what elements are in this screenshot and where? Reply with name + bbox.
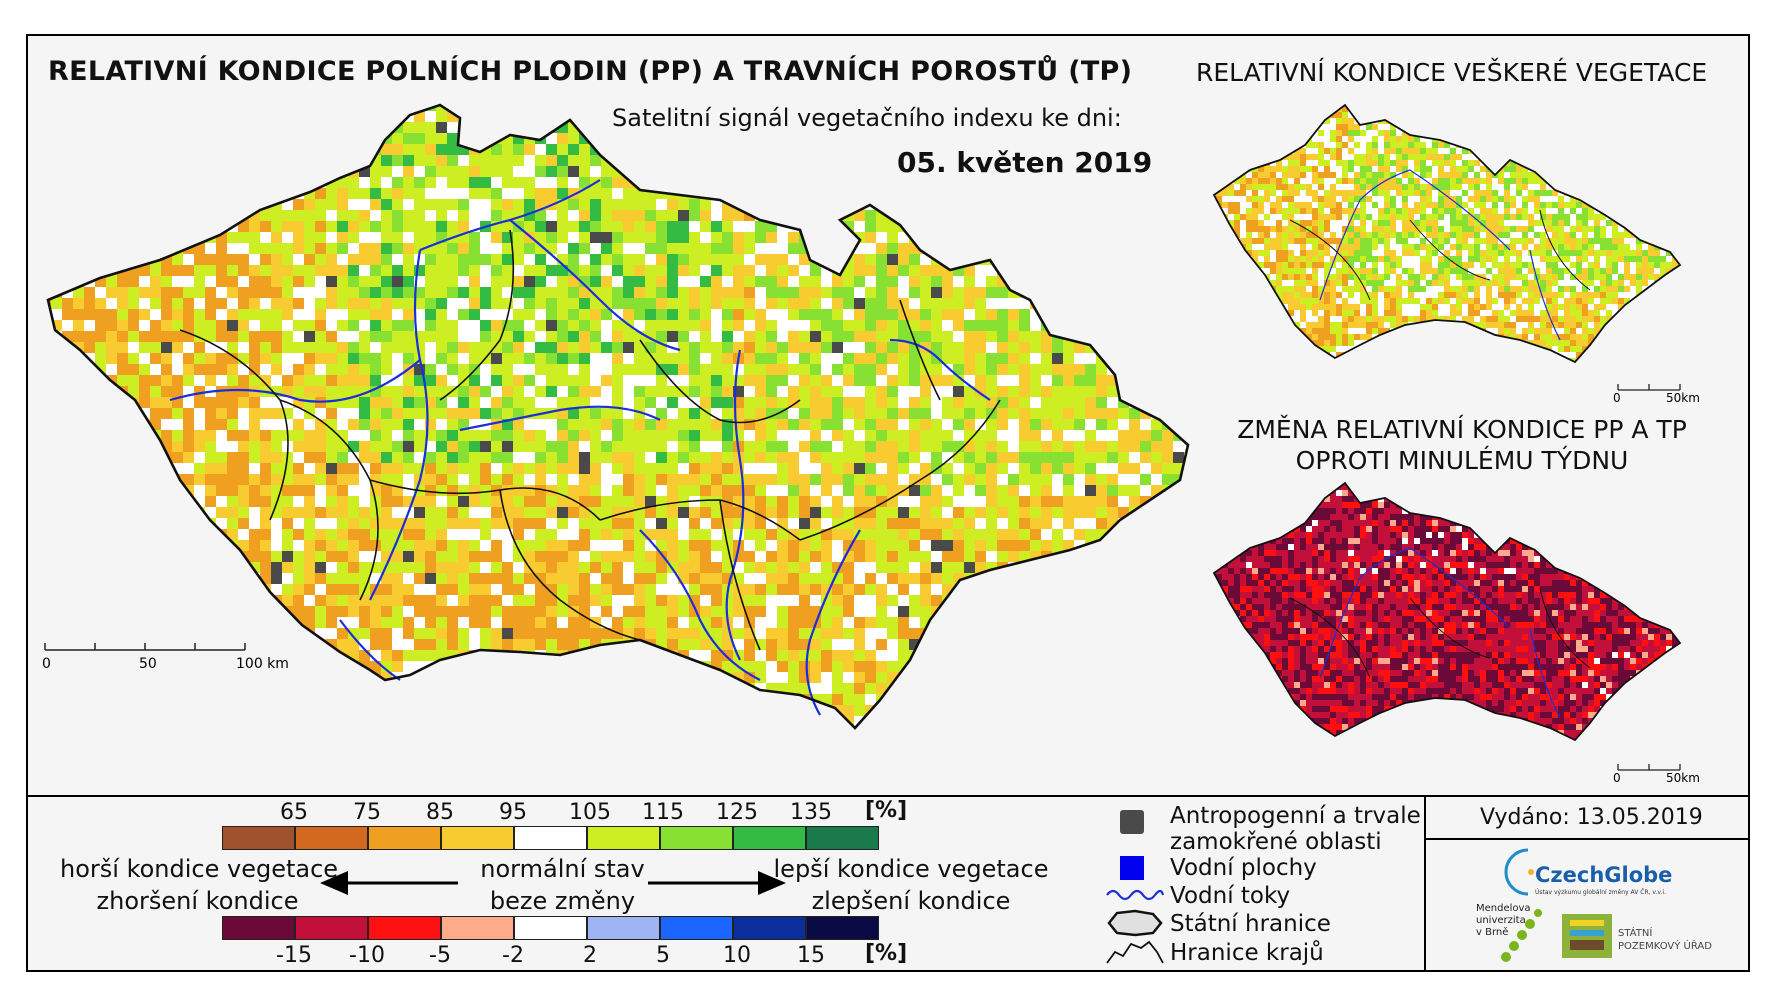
anthropogenic-label: Antropogenní a trvale zamokřené oblasti (1170, 803, 1421, 855)
region-border-label: Hranice krajů (1170, 940, 1324, 966)
change-tick: -15 (276, 943, 312, 968)
scale-label-0: 0 (42, 656, 51, 672)
condition-swatch (441, 826, 514, 850)
region-borders (179, 229, 1001, 651)
condition-swatch (295, 826, 368, 850)
main-title: RELATIVNÍ KONDICE POLNÍCH PLODIN (PP) A … (48, 56, 1133, 87)
better-description: lepší kondice vegetace zlepšení kondice (773, 855, 1049, 915)
change-tick: 15 (797, 943, 825, 968)
issued-date: Vydáno: 13.05.2019 (1480, 805, 1703, 830)
logos: CzechGlobe Ústav výzkumu globální změny … (1476, 848, 1712, 962)
condition-swatch (587, 826, 660, 850)
czechglobe-logo: CzechGlobe Ústav výzkumu globální změny … (1504, 848, 1672, 896)
condition-tick: 85 (426, 800, 454, 825)
water-body-swatch (1120, 856, 1144, 880)
change-unit: [%] (865, 941, 908, 966)
main-map: 0 50 100 km (42, 103, 1190, 730)
change-tick: 2 (583, 943, 597, 968)
condition-unit: [%] (865, 798, 908, 823)
condition-swatch (222, 826, 295, 850)
condition-tick: 75 (353, 800, 381, 825)
rivers (169, 179, 991, 716)
condition-swatch (660, 826, 733, 850)
change-color-scale (222, 916, 879, 940)
small-scale-label-0: 0 (1613, 391, 1621, 405)
spu-logo: STÁTNÍ POZEMKOVÝ ÚŘAD (1562, 914, 1712, 958)
subtitle: Satelitní signál vegetačního indexu ke d… (612, 104, 1122, 132)
logos-panel (1424, 797, 1426, 972)
change-swatch (441, 916, 514, 940)
state-border-symbol (1107, 909, 1163, 937)
change-swatch (514, 916, 587, 940)
condition-tick: 125 (716, 800, 758, 825)
change-swatch (368, 916, 441, 940)
vegetation-map-title: RELATIVNÍ KONDICE VEŠKERÉ VEGETACE (1196, 58, 1708, 87)
change-swatch (806, 916, 879, 940)
normal-description: normální stav beze změny (480, 855, 645, 915)
vegetation-map: 0 50km (1212, 103, 1700, 405)
change-tick: -2 (502, 943, 524, 968)
condition-color-scale (222, 826, 879, 850)
condition-tick: 105 (569, 800, 611, 825)
change-map-title: ZMĚNA RELATIVNÍ KONDICE PP A TP OPROTI M… (1237, 415, 1687, 475)
condition-swatch (806, 826, 879, 850)
left-arrow (320, 871, 458, 895)
change-tick: 10 (723, 943, 751, 968)
date-label: 05. květen 2019 (897, 146, 1153, 179)
change-swatch (587, 916, 660, 940)
arrows (320, 871, 786, 895)
anthropogenic-swatch (1120, 810, 1144, 834)
change-swatch (733, 916, 806, 940)
scale-bar: 0 50 100 km (42, 643, 289, 672)
condition-swatch (514, 826, 587, 850)
czechglobe-text: CzechGlobe (1535, 863, 1672, 887)
czechglobe-subtext: Ústav výzkumu globální změny AV ČR, v.v.… (1535, 889, 1666, 896)
change-swatch (222, 916, 295, 940)
condition-tick: 65 (280, 800, 308, 825)
small-scale-label-50: 50km (1666, 391, 1700, 405)
right-arrow (648, 871, 786, 895)
condition-tick: 135 (790, 800, 832, 825)
legend-separator (26, 795, 1750, 797)
change-tick: -5 (429, 943, 451, 968)
condition-swatch (368, 826, 441, 850)
change-scale-label-50: 50km (1666, 771, 1700, 785)
change-tick: -10 (349, 943, 385, 968)
issued-separator (1424, 838, 1750, 840)
change-map: 0 50km (1212, 481, 1700, 785)
scale-label-100: 100 km (236, 656, 289, 672)
scale-label-50: 50 (139, 656, 157, 672)
change-scale-label-0: 0 (1613, 771, 1621, 785)
condition-tick: 115 (642, 800, 684, 825)
change-swatch (660, 916, 733, 940)
river-label: Vodní toky (1170, 883, 1291, 909)
mendel-logo: Mendelova univerzita v Brně (1476, 903, 1542, 962)
condition-swatch (733, 826, 806, 850)
change-pixels (1214, 483, 1680, 740)
change-swatch (295, 916, 368, 940)
change-tick: 5 (656, 943, 670, 968)
river-symbol (1106, 889, 1165, 901)
water-body-label: Vodní plochy (1170, 855, 1317, 881)
region-border-symbol (1106, 940, 1164, 964)
worse-description: horší kondice vegetace zhoršení kondice (60, 855, 339, 915)
state-border-label: Státní hranice (1170, 911, 1331, 937)
condition-tick: 95 (499, 800, 527, 825)
